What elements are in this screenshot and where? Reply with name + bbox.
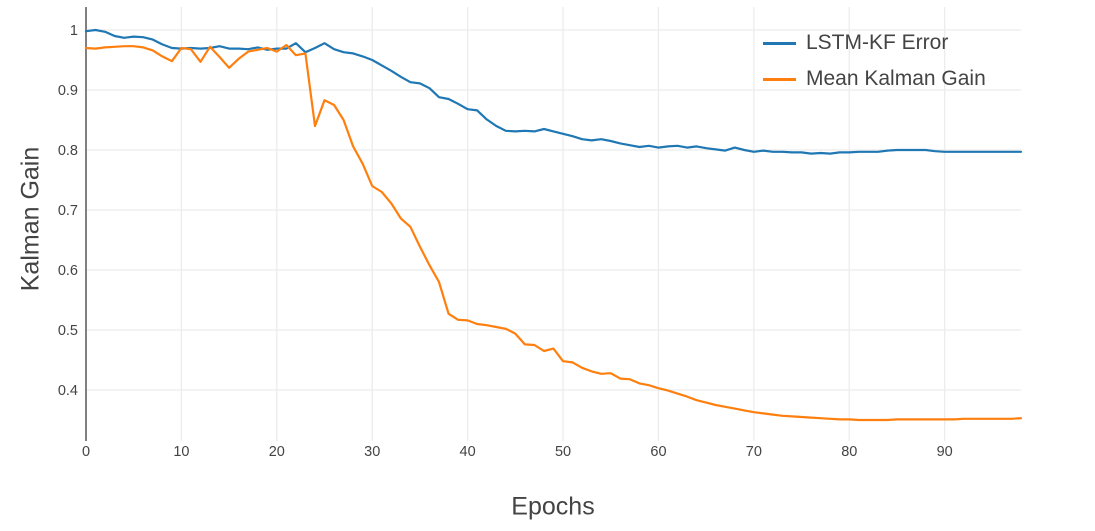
y-axis-title: Kalman Gain xyxy=(16,146,45,292)
x-axis-title: Epochs xyxy=(511,492,595,521)
x-tick-label: 70 xyxy=(746,444,762,460)
y-tick-label: 0.4 xyxy=(58,383,78,399)
x-tick-label: 20 xyxy=(269,444,285,460)
x-tick-label: 50 xyxy=(555,444,571,460)
x-tick-label: 60 xyxy=(650,444,666,460)
y-tick-label: 0.9 xyxy=(58,83,78,99)
legend-label: LSTM-KF Error xyxy=(806,31,949,54)
legend-swatch-orange-line xyxy=(763,77,796,81)
x-tick-label: 0 xyxy=(82,444,90,460)
legend-item-mean-kalman-gain[interactable]: Mean Kalman Gain xyxy=(763,61,986,97)
y-tick-label: 1 xyxy=(70,23,78,39)
y-tick-label: 0.8 xyxy=(58,143,78,159)
x-tick-label: 30 xyxy=(364,444,380,460)
x-tick-label: 90 xyxy=(937,444,953,460)
x-tick-label: 40 xyxy=(460,444,476,460)
series-line-lstm-kf-error xyxy=(84,28,1023,155)
y-tick-label: 0.7 xyxy=(58,203,78,219)
legend-item-lstm-kf-error[interactable]: LSTM-KF Error xyxy=(763,25,986,61)
x-tick-label: 80 xyxy=(841,444,857,460)
legend-label: Mean Kalman Gain xyxy=(806,67,986,90)
legend-swatch-blue-line xyxy=(763,41,796,45)
series-line-mean-kalman-gain xyxy=(84,43,1023,422)
x-tick-label: 10 xyxy=(173,444,189,460)
y-tick-label: 0.6 xyxy=(58,263,78,279)
legend: LSTM-KF Error Mean Kalman Gain xyxy=(763,25,986,97)
y-tick-label: 0.5 xyxy=(58,323,78,339)
